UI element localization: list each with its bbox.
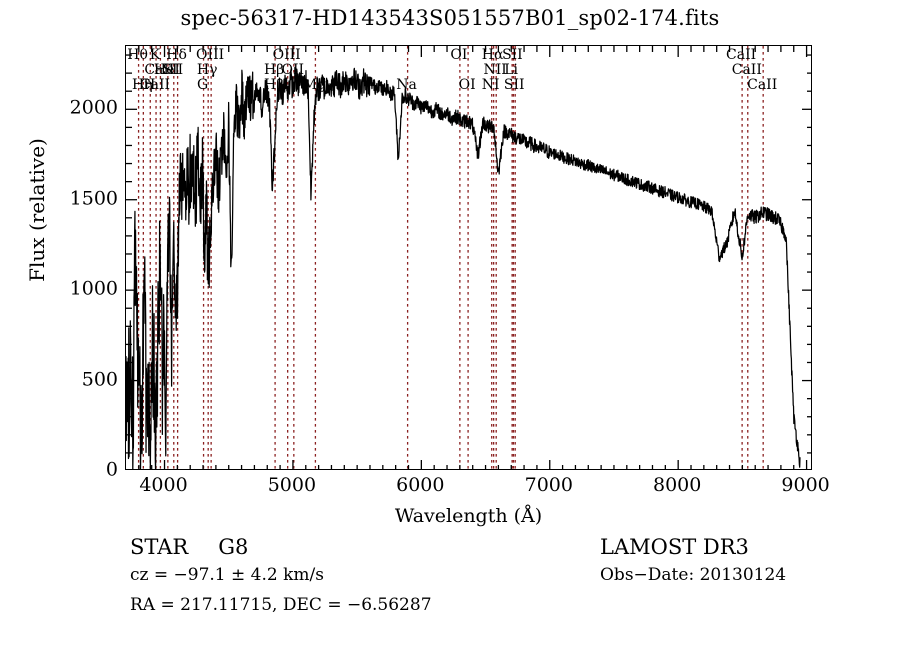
observation-date: Obs−Date: 20130124 — [600, 565, 787, 586]
plot-area — [125, 45, 812, 470]
x-axis-title: Wavelength (Å) — [394, 505, 543, 527]
y-tick-2000: 2000 — [69, 96, 118, 119]
y-tick-1000: 1000 — [69, 277, 118, 300]
x-tick-7000: 7000 — [524, 474, 573, 496]
survey-name: LAMOST DR3 — [600, 535, 749, 559]
y-tick-500: 500 — [81, 368, 118, 391]
y-axis-tick-labels: 2000 1500 1000 500 0 — [40, 45, 118, 479]
y-axis-title: Flux (relative) — [25, 138, 49, 282]
y-tick-0: 0 — [105, 458, 118, 481]
coordinates: RA = 217.11715, DEC = −6.56287 — [130, 595, 432, 616]
x-tick-5000: 5000 — [267, 474, 317, 496]
x-tick-4000: 4000 — [139, 474, 188, 496]
object-class-row: STAR G8 — [130, 533, 560, 561]
x-tick-9000: 9000 — [781, 474, 830, 496]
page-title: spec-56317-HD143543S051557B01_sp02-174.f… — [180, 6, 720, 30]
redshift-velocity: cz = −97.1 ± 4.2 km/s — [130, 565, 324, 586]
survey-metadata: LAMOST DR3 Obs−Date: 20130124 — [600, 533, 890, 591]
x-tick-8000: 8000 — [653, 474, 702, 496]
x-axis-tick-labels: 4000 5000 6000 7000 8000 9000 — [125, 474, 829, 502]
y-tick-1500: 1500 — [69, 187, 118, 210]
x-tick-6000: 6000 — [396, 474, 445, 496]
object-subclass: G8 — [218, 535, 249, 559]
spectrum-plot-svg — [126, 46, 811, 469]
object-metadata: STAR G8 cz = −97.1 ± 4.2 km/s RA = 217.11… — [130, 533, 560, 621]
object-type: STAR — [130, 535, 189, 559]
